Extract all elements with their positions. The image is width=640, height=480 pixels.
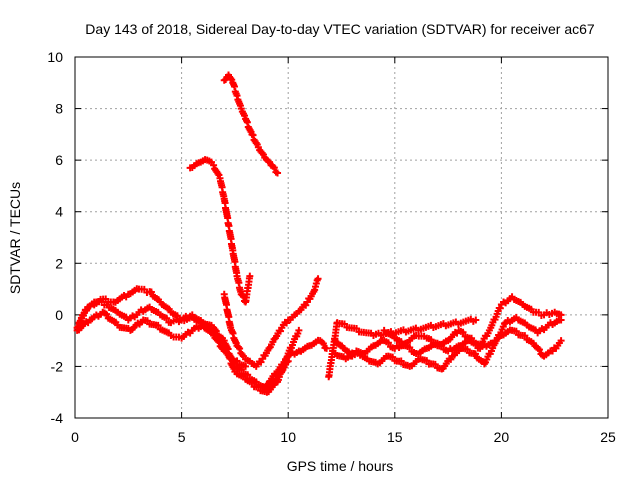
- plot-frame: [74, 56, 609, 419]
- y-tick-label: -2: [51, 358, 64, 374]
- data-point: [274, 169, 282, 177]
- x-tick-label: 25: [600, 429, 616, 445]
- y-tick-label: 2: [55, 255, 63, 271]
- data-point: [173, 312, 181, 320]
- data-point: [215, 338, 223, 346]
- x-tick-label: 0: [71, 429, 79, 445]
- y-tick-label: 4: [55, 204, 63, 220]
- x-tick-label: 5: [178, 429, 186, 445]
- data-point: [102, 310, 110, 318]
- data-point: [463, 345, 471, 353]
- data-point: [427, 336, 435, 344]
- data-point: [512, 327, 520, 335]
- series-track-f: [220, 275, 322, 370]
- data-point: [496, 304, 504, 312]
- data-point: [384, 339, 392, 347]
- data-point: [471, 350, 479, 358]
- data-point: [438, 341, 446, 349]
- data-point: [314, 275, 322, 283]
- series-outliers: [325, 315, 480, 381]
- data-point: [459, 328, 467, 336]
- data-point: [557, 337, 565, 345]
- data-point: [319, 339, 327, 347]
- data-point: [397, 338, 405, 346]
- data-point: [472, 340, 480, 348]
- y-axis-label: SDTVAR / TECUs: [7, 182, 23, 294]
- x-axis-label: GPS time / hours: [287, 458, 394, 474]
- data-point: [521, 332, 529, 340]
- data-point: [295, 326, 303, 334]
- data-point: [212, 327, 220, 335]
- data-point: [557, 316, 565, 324]
- grid-lines: [75, 57, 608, 418]
- data-point: [423, 357, 431, 365]
- series-track-c: [73, 308, 250, 370]
- data-point: [224, 349, 232, 357]
- y-tick-label: 6: [55, 152, 63, 168]
- x-tick-label: 15: [387, 429, 403, 445]
- data-point: [397, 357, 405, 365]
- y-tick-label: 0: [55, 307, 63, 323]
- data-points: [73, 71, 565, 396]
- series-track-e: [220, 71, 282, 177]
- data-point: [147, 288, 155, 296]
- x-tick-label: 10: [280, 429, 296, 445]
- x-tick-label: 20: [494, 429, 510, 445]
- data-point: [163, 314, 171, 322]
- y-tick-labels: -4 -2 0 2 4 6 8 10: [47, 49, 63, 426]
- data-point: [389, 353, 397, 361]
- axis-ticks: [74, 56, 609, 419]
- data-point: [431, 360, 439, 368]
- data-point: [154, 321, 162, 329]
- y-tick-label: -4: [51, 410, 64, 426]
- data-point: [270, 164, 278, 172]
- data-point: [248, 379, 256, 387]
- data-point: [236, 345, 244, 353]
- series-track-g: [263, 336, 331, 388]
- data-point: [472, 316, 480, 324]
- data-point: [357, 349, 365, 357]
- data-point: [233, 357, 241, 365]
- series-track-j: [380, 326, 565, 360]
- chart-title: Day 143 of 2018, Sidereal Day-to-day VTE…: [85, 21, 595, 37]
- data-point: [249, 131, 257, 139]
- data-point: [244, 371, 252, 379]
- data-point: [406, 343, 414, 351]
- data-point: [254, 383, 262, 391]
- series-track-d: [186, 156, 254, 306]
- y-tick-label: 8: [55, 101, 63, 117]
- data-point: [535, 346, 543, 354]
- data-point: [277, 327, 285, 335]
- y-tick-label: 10: [47, 49, 63, 65]
- data-point: [242, 362, 250, 370]
- data-point: [246, 272, 254, 280]
- x-tick-labels: 0 5 10 15 20 25: [71, 429, 616, 445]
- data-point: [265, 344, 273, 352]
- data-point: [210, 161, 218, 169]
- data-point: [323, 344, 331, 352]
